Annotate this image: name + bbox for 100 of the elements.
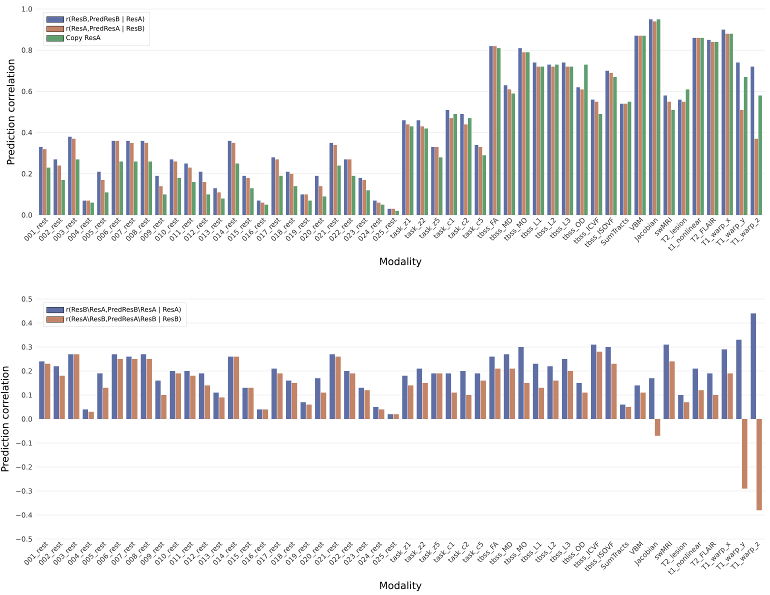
bar [682,102,686,215]
bar [740,110,744,215]
bar [308,200,312,215]
bar [642,36,646,215]
bar [474,144,478,215]
bar [598,114,602,215]
bar [422,382,428,419]
bar [344,370,350,419]
bar [46,168,50,215]
bar [656,19,660,215]
bar [750,313,756,419]
bar [388,208,392,215]
bar [590,344,596,419]
bar [228,356,234,419]
bar [452,392,457,419]
bar [510,368,515,419]
bar [300,194,304,215]
bar [126,140,130,215]
bar [246,178,250,215]
bar [605,70,609,215]
bar [364,390,370,419]
bar [551,66,555,215]
bar [116,140,120,215]
bar [606,346,611,419]
bar [39,361,44,419]
bar [176,373,181,419]
bar [707,373,712,419]
bar [524,382,530,419]
bar [692,368,698,419]
bar [424,128,428,215]
bar [315,378,320,419]
bar [750,66,754,215]
bar [391,208,396,215]
bar [204,385,210,419]
bar [170,159,174,215]
bar [406,124,410,215]
bar [213,392,219,419]
bar [495,368,500,419]
bar [198,373,204,419]
bar [260,202,264,215]
bar [446,373,452,419]
bar [582,392,588,419]
bar [337,166,341,215]
bar [234,356,240,419]
bar [330,354,335,419]
bar [236,163,240,215]
bar [464,124,468,215]
bar [700,38,704,215]
bar [566,66,570,215]
bar [333,144,337,215]
bar [478,147,482,215]
bar [97,373,103,419]
bar [590,100,594,215]
bar [314,176,319,215]
bar [678,394,684,419]
bar [594,102,598,215]
bar [228,140,232,215]
bar [609,72,613,215]
bar [264,204,268,215]
bar [44,364,50,419]
bar [536,66,540,215]
bar [155,380,161,419]
bar [489,46,493,215]
bar [611,364,617,419]
bar [538,388,544,419]
bar [489,356,495,419]
bar [271,368,277,419]
bar [82,200,86,215]
bar [320,392,326,419]
bar [294,186,298,215]
bar [271,157,275,215]
bar [584,64,588,215]
bar [707,40,711,215]
bar [373,406,378,419]
bar [435,147,439,215]
bar [729,34,733,215]
bar [624,104,628,215]
bar [277,373,283,419]
bar [148,161,152,215]
bar [620,404,626,419]
bar [174,161,178,215]
bar [221,198,225,215]
bar [82,409,88,419]
bar [155,176,159,215]
bar [678,100,682,215]
bar [376,202,381,215]
bar [57,166,62,215]
bar [256,409,262,419]
bar [714,42,718,215]
bar [736,340,742,419]
bar [112,140,116,215]
bar [132,358,138,419]
bar [130,142,134,215]
bar [350,373,356,419]
bar [504,85,508,215]
bar [88,412,94,419]
bar [553,380,559,419]
bar [727,373,733,419]
bar [352,176,356,215]
bar [330,142,334,215]
